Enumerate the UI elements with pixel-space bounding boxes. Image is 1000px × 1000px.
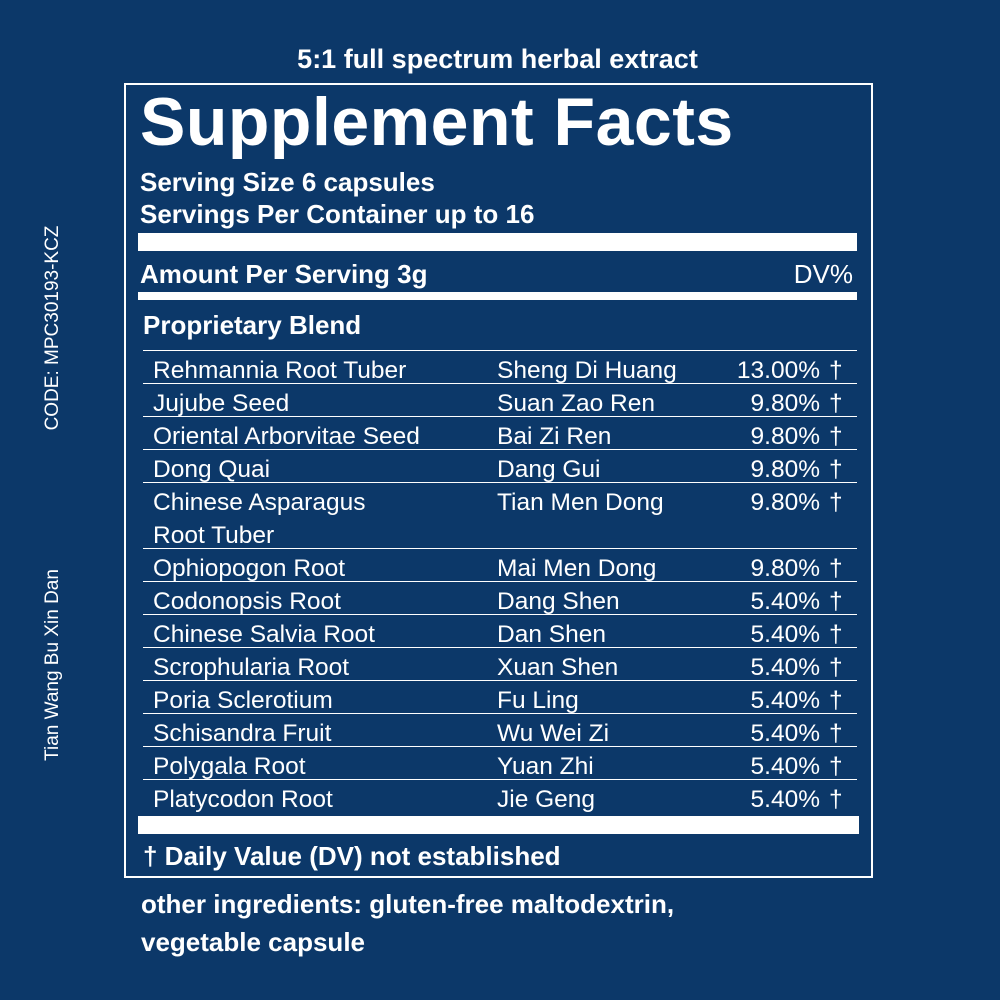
- row-line: [143, 449, 857, 450]
- row-line: [143, 614, 857, 615]
- serving-size: Serving Size 6 capsules: [140, 169, 435, 195]
- dv-percent: 5.40%: [751, 783, 820, 816]
- dv-percent: 9.80%: [751, 486, 820, 519]
- pinyin-name: Tian Men Dong: [497, 486, 664, 519]
- divider: [138, 233, 857, 251]
- divider: [138, 292, 857, 300]
- blend-title: Proprietary Blend: [143, 312, 361, 338]
- tagline: 5:1 full spectrum herbal extract: [0, 46, 995, 73]
- ingredient-name: Chinese Asparagus Root Tuber: [153, 486, 365, 552]
- row-line: [143, 383, 857, 384]
- row-line: [143, 680, 857, 681]
- row-line: [143, 581, 857, 582]
- row-line: [143, 482, 857, 483]
- row-line: [143, 647, 857, 648]
- title: Supplement Facts: [140, 88, 734, 156]
- servings-per-container: Servings Per Container up to 16: [140, 201, 534, 227]
- product-code: CODE: MPC30193-KCZ: [42, 226, 64, 431]
- dv-dagger: †: [829, 783, 843, 816]
- pinyin-name: Jie Geng: [497, 783, 595, 816]
- footnote: † Daily Value (DV) not established: [143, 843, 561, 869]
- row-line: [143, 713, 857, 714]
- other-ingredients: other ingredients: gluten-free maltodext…: [141, 885, 674, 961]
- row-line: [143, 548, 857, 549]
- row-line: [143, 416, 857, 417]
- page: 5:1 full spectrum herbal extract Supplem…: [0, 0, 1000, 1000]
- dv-heading: DV%: [794, 261, 853, 287]
- product-name: Tian Wang Bu Xin Dan: [42, 569, 64, 761]
- ingredient-name: Platycodon Root: [153, 783, 333, 816]
- divider: [138, 816, 859, 834]
- row-line: [143, 350, 857, 351]
- dv-dagger: †: [829, 486, 843, 519]
- amount-label: Amount Per Serving 3g: [140, 261, 428, 287]
- row-line: [143, 779, 857, 780]
- row-line: [143, 746, 857, 747]
